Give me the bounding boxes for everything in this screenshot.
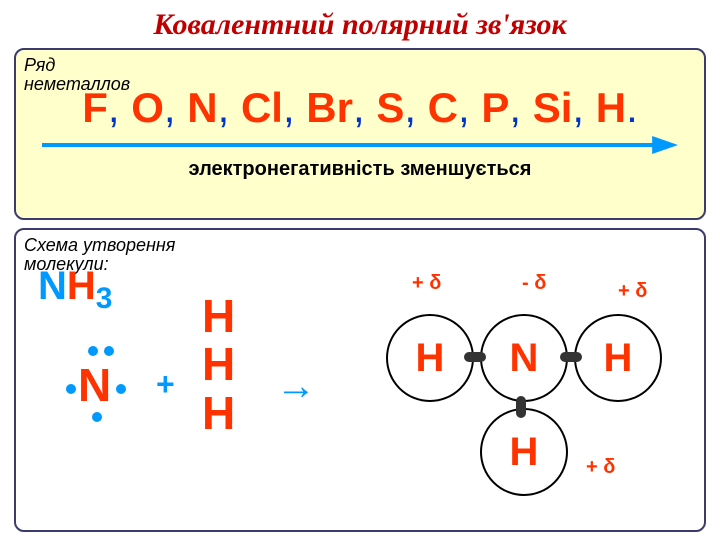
atom-N-center: N bbox=[480, 314, 568, 402]
product-molecule: + δ - δ + δ + δ H N H H bbox=[376, 266, 686, 516]
formula-N: N bbox=[38, 264, 67, 308]
charge-minus: - δ bbox=[522, 272, 546, 295]
reaction-arrow: → bbox=[276, 364, 316, 409]
en-arrow bbox=[42, 134, 678, 156]
charge-plus: + δ bbox=[412, 272, 441, 295]
separator: , bbox=[108, 84, 131, 131]
elements-row: F, O, N, Cl, Br, S, C, P, Si, H. bbox=[24, 84, 696, 132]
reactant-H: H bbox=[202, 389, 235, 437]
reactant-N: N bbox=[78, 358, 111, 412]
element: C bbox=[428, 84, 458, 131]
atom-H-bottom: H bbox=[480, 408, 568, 496]
lone-dot bbox=[92, 412, 102, 422]
label2-line1: Схема утворення bbox=[24, 235, 175, 255]
en-decreases-text: электронегативність зменшується bbox=[24, 158, 696, 181]
lone-dot bbox=[104, 346, 114, 356]
element: O bbox=[131, 84, 164, 131]
formula-sub: 3 bbox=[96, 282, 113, 315]
bond-left bbox=[464, 352, 486, 362]
plus-sign: + bbox=[156, 366, 175, 403]
separator: , bbox=[509, 84, 532, 131]
element: P bbox=[481, 84, 509, 131]
element: H bbox=[596, 84, 626, 131]
separator: , bbox=[404, 84, 427, 131]
element: S bbox=[376, 84, 404, 131]
period: . bbox=[626, 84, 638, 131]
reactant-H: H bbox=[202, 292, 235, 340]
label-line1: Ряд bbox=[24, 55, 55, 75]
electronegativity-box: Ряд неметаллов F, O, N, Cl, Br, S, C, P,… bbox=[14, 48, 706, 220]
lone-dot bbox=[66, 384, 76, 394]
atom-H-right: H bbox=[574, 314, 662, 402]
page-title: Ковалентний полярний зв'язок bbox=[0, 8, 720, 42]
separator: , bbox=[218, 84, 241, 131]
separator: , bbox=[353, 84, 376, 131]
reactant-H: H bbox=[202, 340, 235, 388]
formula-nh3: NH3 bbox=[38, 264, 112, 316]
element: Br bbox=[306, 84, 353, 131]
lone-dot bbox=[116, 384, 126, 394]
lone-dot bbox=[88, 346, 98, 356]
separator: , bbox=[458, 84, 481, 131]
charge-plus: + δ bbox=[586, 456, 615, 479]
separator: , bbox=[283, 84, 306, 131]
element: N bbox=[187, 84, 217, 131]
bond-bottom bbox=[516, 396, 526, 418]
formula-H: H bbox=[67, 264, 96, 308]
separator: , bbox=[572, 84, 595, 131]
separator: , bbox=[164, 84, 187, 131]
charge-plus: + δ bbox=[618, 280, 647, 303]
element: Si bbox=[533, 84, 573, 131]
element: F bbox=[82, 84, 108, 131]
element: Cl bbox=[241, 84, 283, 131]
atom-H-left: H bbox=[386, 314, 474, 402]
reactant-H-stack: H H H bbox=[202, 292, 235, 437]
bond-right bbox=[560, 352, 582, 362]
molecule-scheme-box: Схема утворення молекули: NH3 N + H H H … bbox=[14, 228, 706, 532]
